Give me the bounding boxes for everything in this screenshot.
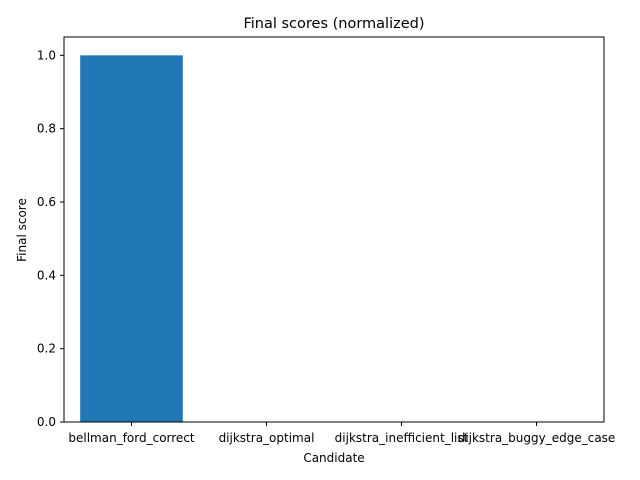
x-tick-label: dijkstra_inefficient_list (335, 431, 469, 445)
y-axis: 0.0 0.2 0.4 0.6 0.8 1.0 (37, 48, 64, 429)
y-tick-label: 0.0 (37, 415, 56, 429)
x-tick-label: dijkstra_buggy_edge_case (458, 431, 616, 445)
x-axis-label: Candidate (303, 451, 364, 465)
chart-title: Final scores (normalized) (243, 16, 424, 32)
y-axis-label: Final score (15, 198, 29, 262)
y-tick-label: 1.0 (37, 48, 56, 62)
y-tick-label: 0.8 (37, 122, 56, 136)
x-tick-label: bellman_ford_correct (68, 431, 195, 445)
bar-bellman_ford_correct (80, 55, 183, 422)
plot-frame (63, 36, 605, 423)
y-tick-label: 0.2 (37, 342, 56, 356)
x-tick-label: dijkstra_optimal (219, 431, 315, 445)
x-axis: bellman_ford_correct dijkstra_optimal dijk… (68, 422, 615, 445)
bars-group (80, 55, 183, 422)
y-tick-label: 0.4 (37, 268, 56, 282)
y-tick-label: 0.6 (37, 195, 56, 209)
